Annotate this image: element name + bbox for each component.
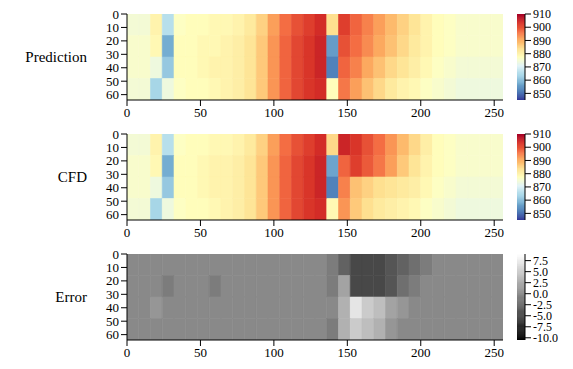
- svg-text:250: 250: [484, 225, 504, 240]
- svg-text:200: 200: [411, 225, 431, 240]
- svg-text:30: 30: [106, 286, 119, 302]
- svg-text:870: 870: [533, 60, 551, 74]
- svg-text:900: 900: [533, 20, 551, 34]
- svg-text:150: 150: [338, 345, 358, 360]
- svg-text:0: 0: [124, 345, 131, 360]
- svg-text:0: 0: [112, 246, 119, 262]
- svg-text:910: 910: [533, 127, 551, 141]
- svg-text:50: 50: [194, 225, 207, 240]
- svg-text:40: 40: [106, 300, 119, 316]
- svg-text:-7.5: -7.5: [533, 320, 552, 334]
- svg-text:20: 20: [106, 153, 119, 169]
- svg-text:100: 100: [264, 225, 284, 240]
- svg-text:870: 870: [533, 180, 551, 194]
- svg-text:2.5: 2.5: [533, 275, 548, 290]
- svg-text:200: 200: [411, 105, 431, 120]
- svg-text:40: 40: [106, 180, 119, 196]
- svg-text:20: 20: [106, 273, 119, 289]
- svg-text:900: 900: [533, 140, 551, 154]
- svg-text:50: 50: [106, 313, 119, 329]
- svg-text:890: 890: [533, 34, 551, 48]
- svg-text:850: 850: [533, 207, 551, 221]
- svg-text:7.5: 7.5: [533, 253, 548, 268]
- svg-text:860: 860: [533, 193, 551, 207]
- svg-text:20: 20: [106, 33, 119, 49]
- svg-text:10: 10: [106, 140, 119, 156]
- html-text:Error: Error: [55, 288, 87, 305]
- svg-text:0: 0: [124, 225, 131, 240]
- svg-text:30: 30: [106, 166, 119, 182]
- svg-text:100: 100: [264, 345, 284, 360]
- svg-text:150: 150: [338, 105, 358, 120]
- svg-text:890: 890: [533, 154, 551, 168]
- svg-text:10: 10: [106, 20, 119, 36]
- svg-text:-2.5: -2.5: [533, 298, 552, 312]
- svg-text:5.0: 5.0: [533, 264, 548, 279]
- svg-text:0: 0: [124, 105, 131, 120]
- svg-text:250: 250: [484, 345, 504, 360]
- svg-text:-10.0: -10.0: [533, 331, 558, 345]
- svg-text:-5.0: -5.0: [533, 309, 552, 323]
- svg-text:0: 0: [112, 126, 119, 142]
- svg-text:0: 0: [112, 6, 119, 22]
- svg-text:30: 30: [106, 46, 119, 62]
- html-text:Prediction: Prediction: [25, 48, 87, 65]
- svg-text:10: 10: [106, 260, 119, 276]
- svg-text:910: 910: [533, 7, 551, 21]
- svg-text:40: 40: [106, 60, 119, 76]
- svg-text:250: 250: [484, 105, 504, 120]
- svg-text:860: 860: [533, 73, 551, 87]
- svg-text:880: 880: [533, 47, 551, 61]
- svg-text:60: 60: [106, 207, 119, 222]
- svg-text:60: 60: [106, 327, 119, 342]
- svg-text:880: 880: [533, 167, 551, 181]
- svg-text:850: 850: [533, 87, 551, 101]
- svg-text:0.0: 0.0: [533, 287, 548, 301]
- svg-text:50: 50: [194, 105, 207, 120]
- svg-text:50: 50: [194, 345, 207, 360]
- svg-text:50: 50: [106, 73, 119, 89]
- svg-text:60: 60: [106, 87, 119, 102]
- svg-text:100: 100: [264, 105, 284, 120]
- svg-text:50: 50: [106, 193, 119, 209]
- svg-text:150: 150: [338, 225, 358, 240]
- html-text:CFD: CFD: [57, 168, 87, 185]
- svg-text:200: 200: [411, 345, 431, 360]
